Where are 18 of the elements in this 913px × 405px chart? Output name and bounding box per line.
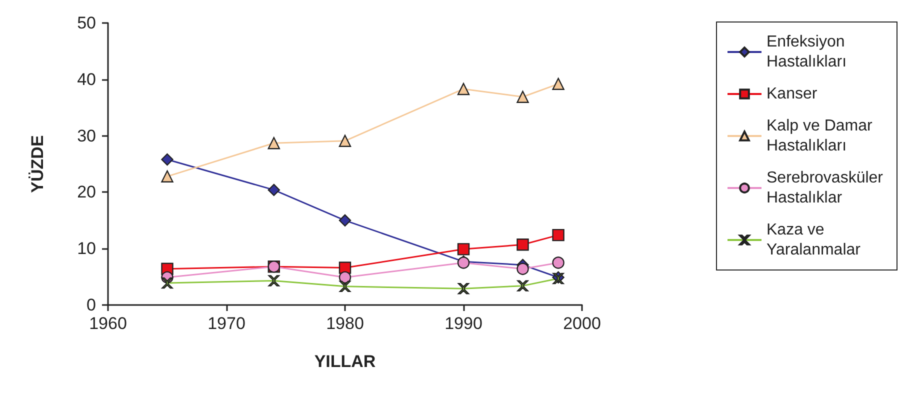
y-tick-label: 0 [86,296,96,314]
legend-label: Kaza ve Yaralanmalar [766,222,862,258]
y-tick-label: 40 [77,70,96,89]
legend-label: Kanser [766,86,818,102]
legend-label: Enfeksiyon Hastalıkları [766,34,847,70]
y-tick-label: 50 [77,14,96,32]
y-axis-title: YÜZDE [28,135,47,193]
x-tick-label: 1970 [208,314,246,333]
legend-label: Kalp ve Damar Hastalıkları [766,118,873,154]
x-tick-label: 1980 [326,314,364,333]
y-tick-label: 30 [77,126,96,146]
x-axis-title: YILLAR [314,352,376,371]
y-tick-label: 20 [77,182,96,202]
x-tick-label: 1990 [444,314,482,333]
x-tick-label: 2000 [563,314,601,333]
y-tick-label: 10 [77,239,96,258]
legend-label: Serebrovasküler Hastalıklar [766,170,884,206]
x-tick-label: 1960 [89,314,127,333]
